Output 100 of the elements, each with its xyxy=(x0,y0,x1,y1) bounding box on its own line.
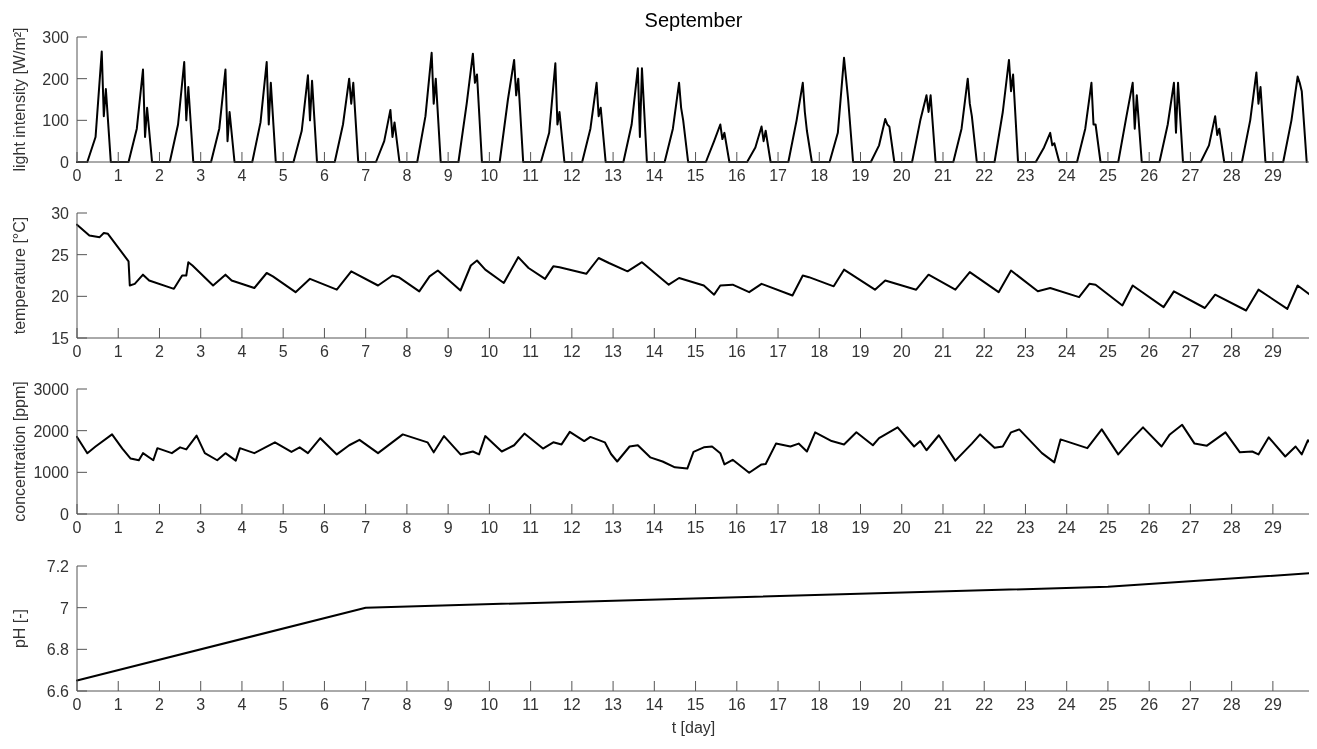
x-tick-label: 2 xyxy=(155,167,165,184)
x-tick-label: 0 xyxy=(72,167,82,184)
x-tick-label: 1 xyxy=(113,167,123,184)
x-tick-label: 24 xyxy=(1057,343,1076,360)
x-tick-label: 8 xyxy=(402,167,412,184)
x-tick-label: 4 xyxy=(237,167,247,184)
y-tick-label: 20 xyxy=(51,288,70,306)
x-tick-label: 26 xyxy=(1140,343,1159,360)
x-tick-label: 5 xyxy=(278,519,288,536)
x-tick-label: 19 xyxy=(851,696,870,713)
x-tick-label: 5 xyxy=(278,167,288,184)
x-tick-label: 8 xyxy=(402,696,412,713)
x-tick-label: 12 xyxy=(562,696,581,713)
y-tick-label: 2000 xyxy=(33,422,70,440)
x-tick-label: 27 xyxy=(1181,696,1200,713)
y-tick-label: 100 xyxy=(42,112,70,130)
x-tick-label: 1 xyxy=(113,519,123,536)
x-tick-label: 21 xyxy=(934,519,952,536)
y-tick-label: 6.6 xyxy=(46,683,70,700)
x-tick-label: 4 xyxy=(237,519,247,536)
x-tick-label: 29 xyxy=(1263,519,1282,536)
x-tick-label: 18 xyxy=(810,519,829,536)
x-tick-label: 15 xyxy=(686,167,705,184)
x-tick-label: 25 xyxy=(1099,519,1117,536)
x-tick-label: 23 xyxy=(1016,167,1035,184)
x-tick-label: 29 xyxy=(1263,343,1282,360)
x-tick-label: 11 xyxy=(522,167,540,184)
x-tick-label: 29 xyxy=(1263,696,1282,713)
x-tick-label: 23 xyxy=(1016,696,1035,713)
y-tick-label: 25 xyxy=(51,246,70,264)
x-tick-label: 2 xyxy=(155,519,165,536)
y-axis-title: light intensity [W/m²] xyxy=(11,27,28,172)
y-axis-title: concentration [ppm] xyxy=(11,381,28,522)
y-tick-label: 1000 xyxy=(33,464,70,482)
x-tick-label: 13 xyxy=(604,519,623,536)
x-tick-label: 14 xyxy=(645,696,664,713)
x-tick-label: 14 xyxy=(645,167,664,184)
x-tick-label: 21 xyxy=(934,343,952,360)
x-tick-label: 6 xyxy=(319,167,329,184)
x-tick-label: 25 xyxy=(1099,343,1117,360)
x-tick-label: 20 xyxy=(892,343,911,360)
x-axis-title: t [day] xyxy=(671,719,716,736)
x-tick-label: 19 xyxy=(851,519,870,536)
x-tick-label: 7 xyxy=(361,167,371,184)
x-tick-label: 5 xyxy=(278,696,288,713)
y-axis-title: pH [-] xyxy=(11,608,28,649)
x-tick-label: 22 xyxy=(975,343,994,360)
x-tick-label: 8 xyxy=(402,343,412,360)
x-tick-label: 26 xyxy=(1140,167,1159,184)
x-tick-label: 1 xyxy=(113,696,123,713)
x-tick-label: 28 xyxy=(1222,343,1241,360)
x-tick-label: 9 xyxy=(443,167,453,184)
x-tick-label: 27 xyxy=(1181,167,1200,184)
x-tick-label: 14 xyxy=(645,519,664,536)
x-tick-label: 21 xyxy=(934,167,952,184)
x-tick-label: 2 xyxy=(155,696,165,713)
x-tick-label: 21 xyxy=(934,696,952,713)
x-tick-label: 12 xyxy=(562,343,581,360)
x-tick-label: 23 xyxy=(1016,519,1035,536)
x-tick-label: 18 xyxy=(810,696,829,713)
x-tick-label: 10 xyxy=(480,519,499,536)
x-tick-label: 3 xyxy=(196,343,206,360)
x-tick-label: 4 xyxy=(237,343,247,360)
x-tick-label: 28 xyxy=(1222,519,1241,536)
x-tick-label: 3 xyxy=(196,167,206,184)
x-tick-label: 14 xyxy=(645,343,664,360)
x-tick-label: 18 xyxy=(810,167,829,184)
x-tick-label: 17 xyxy=(769,519,788,536)
x-tick-label: 27 xyxy=(1181,343,1200,360)
y-tick-label: 200 xyxy=(42,70,70,88)
x-tick-label: 7 xyxy=(361,519,371,536)
x-tick-label: 9 xyxy=(443,343,453,360)
x-tick-label: 4 xyxy=(237,696,247,713)
x-tick-label: 15 xyxy=(686,343,705,360)
y-tick-label: 3000 xyxy=(33,381,70,398)
x-tick-label: 24 xyxy=(1057,519,1076,536)
x-tick-label: 22 xyxy=(975,519,994,536)
x-tick-label: 17 xyxy=(769,167,788,184)
y-tick-label: 7 xyxy=(60,599,70,617)
x-tick-label: 0 xyxy=(72,696,82,713)
x-tick-label: 7 xyxy=(361,343,371,360)
x-tick-label: 13 xyxy=(604,167,623,184)
x-tick-label: 10 xyxy=(480,343,499,360)
x-tick-label: 0 xyxy=(72,343,82,360)
x-tick-label: 9 xyxy=(443,519,453,536)
y-tick-label: 0 xyxy=(60,506,70,523)
x-tick-label: 28 xyxy=(1222,696,1241,713)
x-tick-label: 20 xyxy=(892,696,911,713)
x-tick-label: 17 xyxy=(769,696,788,713)
x-tick-label: 19 xyxy=(851,167,870,184)
x-tick-label: 28 xyxy=(1222,167,1241,184)
x-tick-label: 7 xyxy=(361,696,371,713)
x-tick-label: 29 xyxy=(1263,167,1282,184)
x-tick-label: 22 xyxy=(975,167,994,184)
x-tick-label: 6 xyxy=(319,519,329,536)
y-tick-label: 7.2 xyxy=(46,558,70,575)
x-tick-label: 15 xyxy=(686,696,705,713)
x-tick-label: 25 xyxy=(1099,167,1117,184)
x-tick-label: 16 xyxy=(727,343,746,360)
x-tick-label: 22 xyxy=(975,696,994,713)
